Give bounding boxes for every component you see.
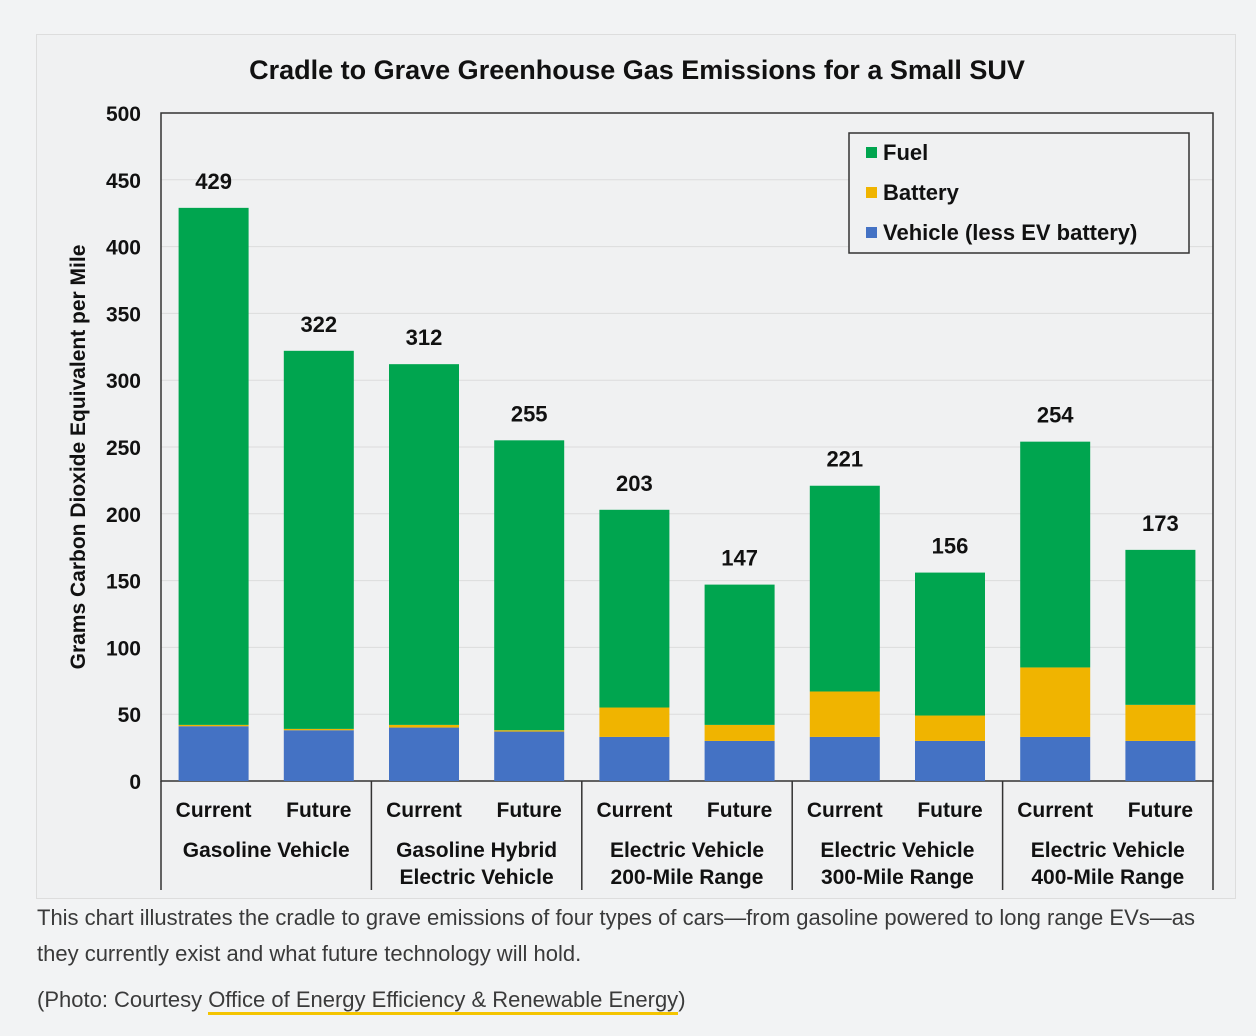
data-label: 173 xyxy=(1142,511,1179,536)
y-tick-label: 150 xyxy=(106,571,141,594)
group-label: Electric Vehicle xyxy=(1031,839,1185,862)
group-label: 300-Mile Range xyxy=(821,866,974,889)
legend-label: Fuel xyxy=(883,140,928,165)
data-label: 203 xyxy=(616,471,653,496)
y-tick-label: 450 xyxy=(106,170,141,193)
y-tick-label: 350 xyxy=(106,303,141,326)
credit-suffix: ) xyxy=(678,987,686,1012)
source-link[interactable]: Office of Energy Efficiency & Renewable … xyxy=(208,987,679,1015)
bar-fuel xyxy=(494,440,565,731)
group-label: 400-Mile Range xyxy=(1031,866,1184,889)
y-tick-label: 0 xyxy=(129,771,141,794)
data-label: 156 xyxy=(932,534,969,559)
bar-fuel xyxy=(599,509,670,708)
bar-battery xyxy=(915,715,985,741)
bar-fuel xyxy=(1125,549,1196,705)
legend-label: Vehicle (less EV battery) xyxy=(883,220,1137,245)
y-tick-label: 250 xyxy=(106,437,141,460)
bar-battery xyxy=(389,724,459,728)
legend xyxy=(848,132,1190,254)
chart-title: Cradle to Grave Greenhouse Gas Emissions… xyxy=(249,55,1025,85)
y-tick-label: 500 xyxy=(106,103,141,126)
data-label: 429 xyxy=(195,169,232,194)
bar-vehicle xyxy=(599,736,670,781)
bar-vehicle xyxy=(809,736,880,781)
legend-swatch xyxy=(866,187,877,198)
bar-fuel xyxy=(809,485,880,692)
bar-battery xyxy=(178,724,249,727)
x-tick-label: Current xyxy=(1017,799,1093,822)
y-tick-label: 300 xyxy=(106,370,141,393)
bar-battery xyxy=(704,724,775,741)
x-tick-label: Current xyxy=(176,799,252,822)
bar-vehicle xyxy=(389,727,459,781)
group-label: Electric Vehicle xyxy=(400,866,554,889)
group-label: 200-Mile Range xyxy=(611,866,764,889)
x-tick-label: Future xyxy=(1128,799,1193,822)
bar-vehicle xyxy=(494,731,565,781)
bar-battery xyxy=(1125,704,1196,741)
x-tick-label: Current xyxy=(386,799,462,822)
credit: (Photo: Courtesy Office of Energy Effici… xyxy=(37,982,1217,1018)
bar-battery xyxy=(283,728,354,731)
x-tick-label: Future xyxy=(917,799,982,822)
y-tick-label: 100 xyxy=(106,637,141,660)
bar-battery xyxy=(1020,667,1091,737)
y-axis-label: Grams Carbon Dioxide Equivalent per Mile xyxy=(67,245,90,670)
bar-fuel xyxy=(704,584,775,725)
bar-vehicle xyxy=(915,740,985,781)
legend-swatch xyxy=(866,147,877,158)
chart: Cradle to Grave Greenhouse Gas Emissions… xyxy=(36,34,1236,899)
group-label: Gasoline Vehicle xyxy=(183,839,350,862)
data-label: 221 xyxy=(826,447,863,472)
x-tick-label: Future xyxy=(497,799,562,822)
bar-vehicle xyxy=(178,726,249,781)
group-label: Electric Vehicle xyxy=(610,839,764,862)
chart-svg: Cradle to Grave Greenhouse Gas Emissions… xyxy=(67,55,1214,890)
x-tick-label: Future xyxy=(286,799,351,822)
bar-vehicle xyxy=(1020,736,1091,781)
bar-battery xyxy=(494,730,565,732)
bar-vehicle xyxy=(704,740,775,781)
data-label: 312 xyxy=(406,325,443,350)
x-tick-label: Future xyxy=(707,799,772,822)
bar-fuel xyxy=(283,350,354,729)
legend-swatch xyxy=(866,227,877,238)
data-label: 147 xyxy=(721,546,758,571)
data-label: 255 xyxy=(511,401,548,426)
x-tick-label: Current xyxy=(807,799,883,822)
group-label: Gasoline Hybrid xyxy=(396,839,557,862)
data-label: 254 xyxy=(1037,403,1074,428)
bar-vehicle xyxy=(283,730,354,781)
bar-fuel xyxy=(1020,441,1091,668)
credit-prefix: (Photo: Courtesy xyxy=(37,987,209,1012)
bar-fuel xyxy=(915,572,985,716)
plot-frame xyxy=(160,112,1214,782)
bar-fuel xyxy=(178,207,249,725)
bar-fuel xyxy=(389,364,459,725)
bar-vehicle xyxy=(1125,740,1196,781)
data-label: 322 xyxy=(300,312,337,337)
x-tick-label: Current xyxy=(596,799,672,822)
y-tick-label: 50 xyxy=(118,704,141,727)
bar-battery xyxy=(599,707,670,737)
caption: This chart illustrates the cradle to gra… xyxy=(37,905,1195,966)
y-tick-label: 200 xyxy=(106,504,141,527)
bar-battery xyxy=(809,691,880,737)
y-tick-label: 400 xyxy=(106,237,141,260)
legend-label: Battery xyxy=(883,180,960,205)
group-label: Electric Vehicle xyxy=(820,839,974,862)
